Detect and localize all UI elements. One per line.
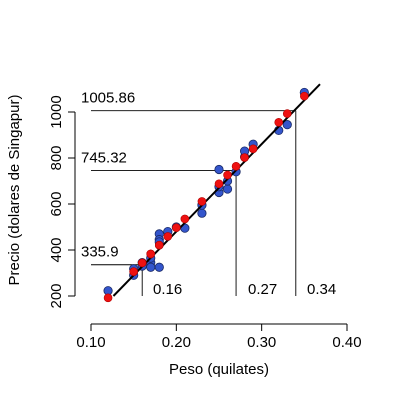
x-tick-label: 0.40: [332, 334, 361, 351]
fitted-point: [163, 232, 173, 241]
fitted-point: [103, 293, 113, 303]
fitted-point: [274, 118, 284, 127]
observed-point: [222, 184, 233, 194]
fitted-point: [231, 161, 241, 171]
prediction-weight-label: 0.27: [248, 281, 277, 298]
fitted-point: [240, 153, 249, 162]
regression-line-group: [112, 83, 321, 297]
prediction-labels: 335.9 0.16 745.32 0.27 1005.86 0.34: [81, 90, 336, 298]
observed-point: [197, 208, 207, 218]
prediction-weight-label: 0.34: [307, 281, 336, 298]
y-tick-label: 400: [48, 237, 65, 262]
axes: 0.10 0.20 0.30 0.40 200 400 600 800 1000: [48, 95, 362, 351]
fitted-point: [300, 91, 309, 101]
prediction-guide-lines: [91, 110, 297, 296]
prediction-value-label: 745.32: [81, 150, 127, 167]
observed-point: [282, 120, 292, 130]
y-tick-label: 800: [48, 145, 65, 170]
fitted-point: [223, 170, 232, 180]
prediction-value-label: 335.9: [81, 244, 119, 261]
prediction-weight-label: 0.16: [153, 281, 182, 298]
fitted-point: [248, 144, 258, 154]
x-tick-label: 0.20: [162, 334, 191, 351]
observed-point: [214, 164, 224, 175]
observed-point: [146, 262, 156, 272]
fitted-points: [103, 91, 309, 303]
prediction-value-label: 1005.86: [81, 90, 135, 107]
fitted-point: [197, 197, 207, 206]
fitted-point: [129, 267, 138, 276]
fitted-point: [137, 258, 147, 268]
regression-line: [112, 83, 321, 297]
fitted-point: [154, 240, 164, 250]
y-tick-label: 1000: [48, 95, 65, 128]
y-axis-title: Precio (dolares de Singapur): [6, 95, 23, 286]
x-tick-label: 0.30: [247, 334, 276, 351]
y-tick-label: 200: [48, 283, 65, 308]
x-axis-title: Peso (quilates): [169, 361, 269, 378]
observed-point: [154, 262, 164, 272]
fitted-point: [282, 109, 292, 118]
y-tick-label: 600: [48, 191, 65, 216]
fitted-point: [214, 179, 224, 189]
fitted-point: [146, 249, 156, 259]
x-tick-label: 0.10: [76, 334, 105, 351]
fitted-point: [180, 214, 190, 224]
fitted-point: [172, 223, 181, 232]
